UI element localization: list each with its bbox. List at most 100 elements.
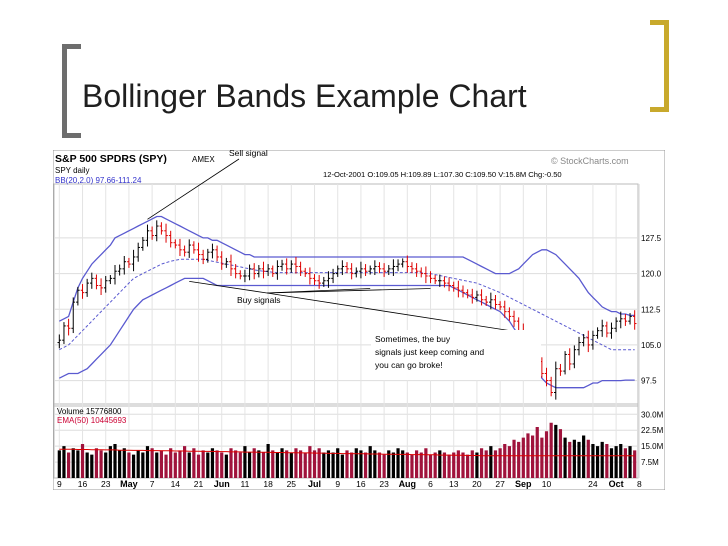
candlestick bbox=[456, 280, 461, 298]
candlestick bbox=[572, 345, 577, 369]
volume-bar bbox=[215, 450, 219, 478]
volume-bar bbox=[336, 448, 340, 478]
candlestick bbox=[233, 264, 238, 279]
candlestick bbox=[433, 275, 437, 285]
volume-bar bbox=[419, 452, 423, 478]
volume-bar bbox=[544, 431, 549, 478]
exchange-label: AMEX bbox=[192, 155, 215, 164]
candlestick bbox=[498, 301, 502, 311]
price-tick-label: 105.0 bbox=[641, 341, 662, 350]
volume-bar bbox=[521, 437, 525, 478]
candlestick bbox=[438, 274, 442, 287]
volume-bar bbox=[558, 429, 563, 478]
volume-label: Volume 15776800 bbox=[57, 407, 122, 416]
candlestick bbox=[145, 224, 150, 247]
candlestick bbox=[154, 220, 159, 242]
candlestick bbox=[280, 259, 284, 271]
candlestick bbox=[303, 267, 308, 277]
volume-bar bbox=[201, 450, 205, 478]
chart-subtitle: SPY daily bbox=[55, 166, 90, 175]
candlestick bbox=[623, 314, 628, 326]
buy-signals-label: Buy signals bbox=[237, 295, 280, 305]
volume-bar bbox=[619, 444, 623, 478]
buy-signal-arrow bbox=[189, 280, 268, 294]
x-tick-label: 9 bbox=[335, 479, 340, 489]
volume-bar bbox=[331, 452, 335, 478]
candlestick bbox=[479, 289, 484, 306]
volume-bar bbox=[326, 450, 331, 478]
volume-bar bbox=[155, 452, 159, 478]
volume-bar bbox=[428, 454, 433, 478]
volume-bar bbox=[317, 448, 321, 478]
volume-bar bbox=[57, 450, 61, 478]
candlestick bbox=[489, 292, 493, 310]
volume-bar bbox=[354, 448, 358, 478]
x-tick-label: Aug bbox=[399, 479, 417, 489]
volume-bar bbox=[261, 452, 266, 478]
volume-bar bbox=[94, 448, 99, 478]
volume-bar bbox=[503, 444, 507, 478]
candlestick bbox=[215, 245, 219, 262]
volume-bar bbox=[387, 450, 391, 478]
volume-bar bbox=[484, 450, 488, 478]
volume-bar bbox=[266, 444, 270, 478]
volume-bar bbox=[289, 452, 293, 478]
slide-title: Bollinger Bands Example Chart bbox=[82, 78, 527, 114]
volume-bar bbox=[489, 446, 493, 478]
volume-bar bbox=[243, 446, 247, 478]
price-tick-label: 97.5 bbox=[641, 377, 657, 386]
candlestick bbox=[224, 257, 229, 268]
volume-tick-label: 15.0M bbox=[641, 442, 664, 451]
candlestick bbox=[628, 313, 632, 325]
volume-bar bbox=[609, 448, 614, 478]
volume-bar bbox=[628, 446, 632, 478]
candlestick bbox=[340, 260, 345, 276]
candlestick bbox=[85, 278, 89, 297]
volume-bar bbox=[438, 450, 442, 478]
candlestick bbox=[484, 295, 488, 306]
candlestick bbox=[363, 264, 368, 276]
candlestick bbox=[400, 258, 405, 268]
candlestick bbox=[428, 271, 433, 284]
volume-bar bbox=[456, 450, 460, 478]
volume-bar bbox=[210, 448, 215, 478]
volume-bar bbox=[461, 452, 465, 478]
candlestick bbox=[558, 363, 563, 376]
volume-bar bbox=[67, 452, 71, 478]
volume-bar bbox=[512, 439, 516, 478]
volume-bar bbox=[150, 448, 154, 478]
volume-bar bbox=[322, 452, 326, 478]
volume-bar bbox=[377, 452, 382, 478]
volume-bar bbox=[350, 452, 354, 478]
candlestick bbox=[168, 230, 173, 248]
volume-bar bbox=[368, 446, 372, 478]
volume-bar bbox=[294, 448, 298, 478]
volume-bar bbox=[577, 441, 581, 478]
volume-bar bbox=[345, 450, 349, 478]
price-tick-label: 112.5 bbox=[641, 305, 661, 314]
candlestick bbox=[90, 272, 94, 289]
candlestick bbox=[196, 242, 201, 262]
volume-bar bbox=[572, 439, 576, 478]
candlestick bbox=[182, 245, 187, 257]
candlestick bbox=[359, 261, 363, 279]
volume-bar bbox=[340, 454, 344, 478]
candlestick bbox=[586, 330, 591, 353]
note-line-3: you can go broke! bbox=[375, 360, 443, 370]
volume-bar bbox=[442, 452, 447, 478]
volume-bar bbox=[600, 441, 604, 478]
candlestick bbox=[108, 275, 113, 285]
candlestick bbox=[76, 286, 80, 306]
volume-bar bbox=[224, 454, 228, 478]
volume-bar bbox=[85, 452, 89, 478]
sell-signal-label: Sell signal bbox=[229, 150, 268, 158]
volume-bar bbox=[118, 450, 122, 478]
candlestick bbox=[136, 242, 140, 262]
volume-bar bbox=[452, 452, 456, 478]
candlestick bbox=[335, 265, 340, 277]
volume-bar bbox=[122, 448, 126, 478]
x-tick-label: 14 bbox=[171, 479, 181, 489]
candlestick bbox=[322, 276, 326, 287]
candlestick bbox=[451, 281, 456, 292]
volume-bar bbox=[507, 446, 511, 478]
